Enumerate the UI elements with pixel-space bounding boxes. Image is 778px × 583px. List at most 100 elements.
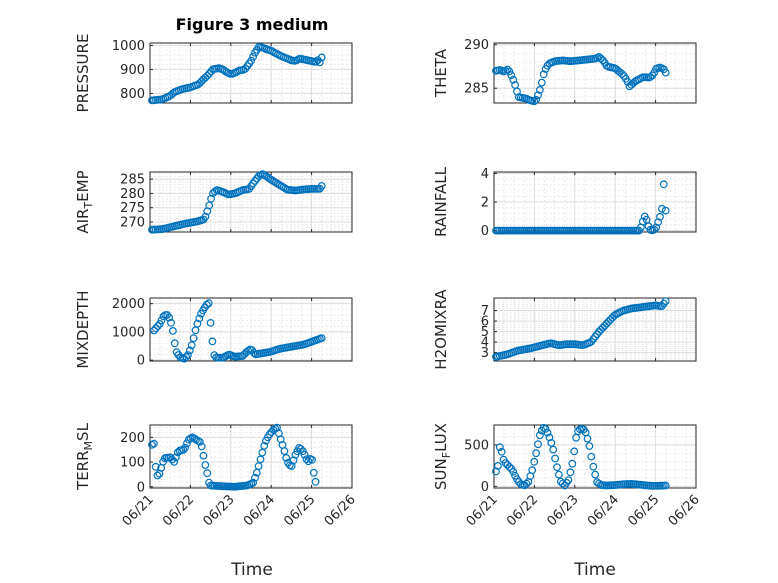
y-tick-label: 2000 xyxy=(112,297,145,312)
y-axis-label: SUNFLUX xyxy=(432,423,453,490)
data-point xyxy=(317,182,326,190)
data-point xyxy=(151,462,160,471)
data-point xyxy=(661,481,670,490)
y-tick-label: 5 xyxy=(481,325,489,340)
data-point xyxy=(201,461,210,469)
data-point xyxy=(304,457,313,466)
data-point xyxy=(150,326,158,335)
y-tick-label: 270 xyxy=(120,216,145,231)
y-axis-label: AIRTEMP xyxy=(74,170,95,233)
data-point xyxy=(202,300,211,309)
data-point xyxy=(509,75,518,84)
data-point xyxy=(302,455,311,464)
data-point xyxy=(537,78,546,87)
data-point xyxy=(181,443,190,452)
data-point xyxy=(206,319,215,327)
data-point xyxy=(309,468,318,477)
data-point xyxy=(220,66,229,75)
axes-box xyxy=(149,171,353,233)
y-axis-label: THETA xyxy=(432,48,450,98)
data-point xyxy=(203,71,212,80)
data-point xyxy=(646,73,655,81)
y-tick-label: 6 xyxy=(481,315,489,330)
y-tick-label: 500 xyxy=(464,438,489,453)
y-tick-label: 200 xyxy=(120,431,145,446)
y-tick-label: 0 xyxy=(137,480,145,495)
data-point xyxy=(208,337,217,346)
data-point xyxy=(536,85,544,94)
data-point xyxy=(195,438,204,446)
data-point xyxy=(157,316,166,325)
data-point xyxy=(532,95,540,104)
data-point xyxy=(522,479,531,488)
x-tick-label: 06/22 xyxy=(160,492,197,529)
axes-box xyxy=(149,297,353,362)
data-point xyxy=(650,68,659,77)
figure-title: Figure 3 medium xyxy=(176,15,329,34)
data-point xyxy=(543,428,552,437)
data-point xyxy=(189,334,198,343)
data-point xyxy=(585,442,594,450)
data-point xyxy=(193,319,202,328)
data-point xyxy=(530,97,539,106)
data-point xyxy=(566,468,575,477)
y-tick-label: 4 xyxy=(481,336,489,351)
data-point xyxy=(553,463,561,472)
y-axis-label: MIXDEPTH xyxy=(74,290,92,368)
data-point xyxy=(280,447,289,456)
data-point xyxy=(495,443,504,452)
data-point xyxy=(591,332,600,341)
data-point xyxy=(317,53,326,62)
data-point xyxy=(153,322,162,331)
y-tick-label: 7 xyxy=(481,304,489,319)
data-point xyxy=(203,469,212,478)
subplot-mixdepth: 0 1000 2000 MIXDEPTH xyxy=(74,290,353,369)
y-tick-label: 0 xyxy=(137,354,145,369)
y-tick-label: 290 xyxy=(464,38,489,53)
data-point xyxy=(597,54,605,63)
data-point xyxy=(271,424,280,433)
data-point xyxy=(185,346,194,355)
data-point xyxy=(528,466,537,475)
data-point xyxy=(558,479,567,488)
data-point xyxy=(183,439,191,448)
data-point xyxy=(534,440,542,449)
data-point xyxy=(555,470,563,479)
subplot-terr: 0 100 200 TERRMSL 06/21 06/22 06/23 06/24 06/25 0… xyxy=(74,422,359,529)
x-tick-label: 06/22 xyxy=(504,492,541,529)
data-point xyxy=(661,206,670,215)
subplot-pressure: 800 900 1000 PRESSURE xyxy=(74,34,353,113)
data-point xyxy=(539,70,548,79)
data-point xyxy=(251,473,259,482)
data-point xyxy=(247,479,256,488)
data-point xyxy=(587,452,596,461)
data-point xyxy=(652,223,661,232)
y-axis-label: H2OMIXRA xyxy=(432,289,450,370)
axes-box xyxy=(493,297,697,362)
data-point xyxy=(556,477,565,486)
data-point xyxy=(501,66,510,75)
data-point xyxy=(659,180,668,189)
data-point xyxy=(170,339,179,348)
data-point xyxy=(315,58,324,67)
data-point xyxy=(251,176,259,185)
x-tick-label: 06/24 xyxy=(241,492,278,529)
y-axis-label: PRESSURE xyxy=(74,34,92,113)
data-point xyxy=(187,341,196,350)
x-axis-label-right: Time xyxy=(573,560,616,580)
x-tick-label: 06/23 xyxy=(201,492,238,529)
data-point xyxy=(568,459,577,468)
y-axis-label: TERRMSL xyxy=(74,422,95,491)
data-point xyxy=(268,47,277,56)
data-point xyxy=(638,217,647,226)
y-tick-label: 1000 xyxy=(112,39,145,54)
x-tick-label: 06/26 xyxy=(322,492,359,529)
data-point xyxy=(570,447,579,456)
data-point xyxy=(204,299,213,308)
y-tick-label: 900 xyxy=(120,63,145,78)
data-point xyxy=(260,442,269,450)
data-point xyxy=(149,439,158,448)
